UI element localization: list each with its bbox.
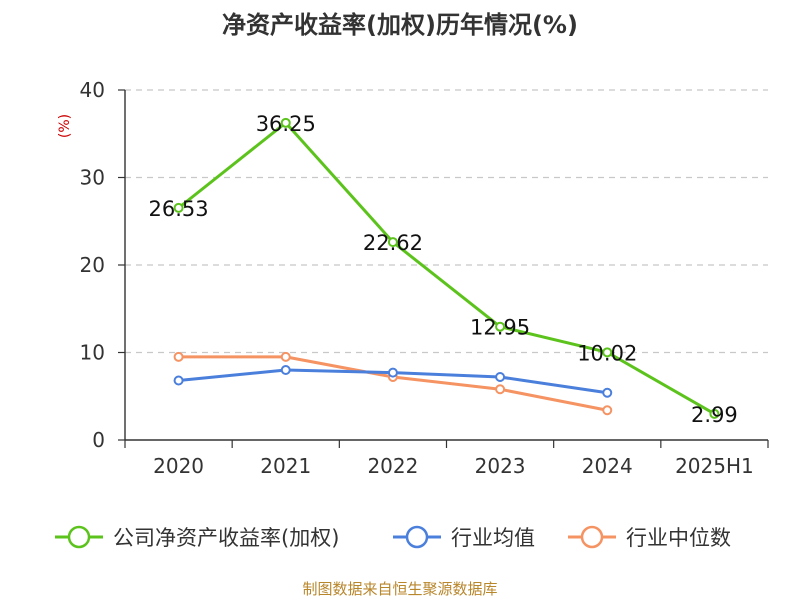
data-point-company xyxy=(709,408,720,419)
x-tick-label: 2023 xyxy=(475,454,526,478)
y-tick-label: 30 xyxy=(80,166,105,190)
legend-item-industry_avg[interactable]: 行业均值 xyxy=(393,525,535,550)
legend-item-company[interactable]: 公司净资产收益率(加权) xyxy=(55,525,339,550)
data-point-company xyxy=(280,117,291,128)
data-labels: 26.53 36.25 22.62 12.95 10.02 2.99 xyxy=(149,112,738,427)
data-point-industry_median xyxy=(280,351,291,362)
legend-label: 行业中位数 xyxy=(626,526,731,550)
y-tick-label: 40 xyxy=(80,78,105,102)
data-point-company xyxy=(173,202,184,213)
x-tick-label: 2020 xyxy=(153,454,204,478)
data-label: 22.62 xyxy=(363,231,423,255)
y-tick-label: 10 xyxy=(80,341,105,365)
data-point-industry_avg xyxy=(387,367,398,378)
y-axis-unit: (%) xyxy=(57,114,73,138)
x-tick-label: 2025H1 xyxy=(675,454,754,478)
data-label: 2.99 xyxy=(691,403,738,427)
axes: 0 10 20 30 40 2020 2021 2022 2023 2024 2025H1 xyxy=(80,78,769,478)
y-tick-label: 20 xyxy=(80,253,105,277)
grid xyxy=(125,89,768,354)
x-tick-label: 2024 xyxy=(582,454,633,478)
series-line-company xyxy=(177,121,716,416)
x-tick-label: 2022 xyxy=(367,454,418,478)
data-point-industry_median xyxy=(495,384,506,395)
legend-label: 公司净资产收益率(加权) xyxy=(113,526,339,550)
data-label: 36.25 xyxy=(256,112,316,136)
legend-swatch-marker xyxy=(67,525,91,549)
chart-title: 净资产收益率(加权)历年情况(%) xyxy=(222,11,578,39)
x-tick-label: 2021 xyxy=(260,454,311,478)
legend-item-industry_median[interactable]: 行业中位数 xyxy=(568,525,731,550)
data-point-industry_median xyxy=(602,405,613,416)
series xyxy=(173,117,720,419)
data-point-industry_avg xyxy=(495,372,506,382)
data-label: 26.53 xyxy=(149,197,209,221)
data-point-company xyxy=(387,237,398,248)
data-point-company xyxy=(495,321,506,332)
y-tick-label: 0 xyxy=(92,428,105,452)
legend[interactable]: 公司净资产收益率(加权) 行业均值 行业中位数 xyxy=(55,525,731,550)
data-point-industry_avg xyxy=(173,375,184,386)
data-point-industry_median xyxy=(173,351,184,362)
data-label: 10.02 xyxy=(577,341,637,365)
data-point-company xyxy=(602,347,613,358)
source-note: 制图数据来自恒生聚源数据库 xyxy=(302,580,497,598)
data-point-industry_avg xyxy=(280,365,291,375)
legend-swatch-marker xyxy=(405,525,429,549)
legend-label: 行业均值 xyxy=(451,526,535,550)
data-label: 12.95 xyxy=(470,316,530,340)
legend-swatch-marker xyxy=(580,525,604,549)
data-point-industry_avg xyxy=(602,387,613,398)
